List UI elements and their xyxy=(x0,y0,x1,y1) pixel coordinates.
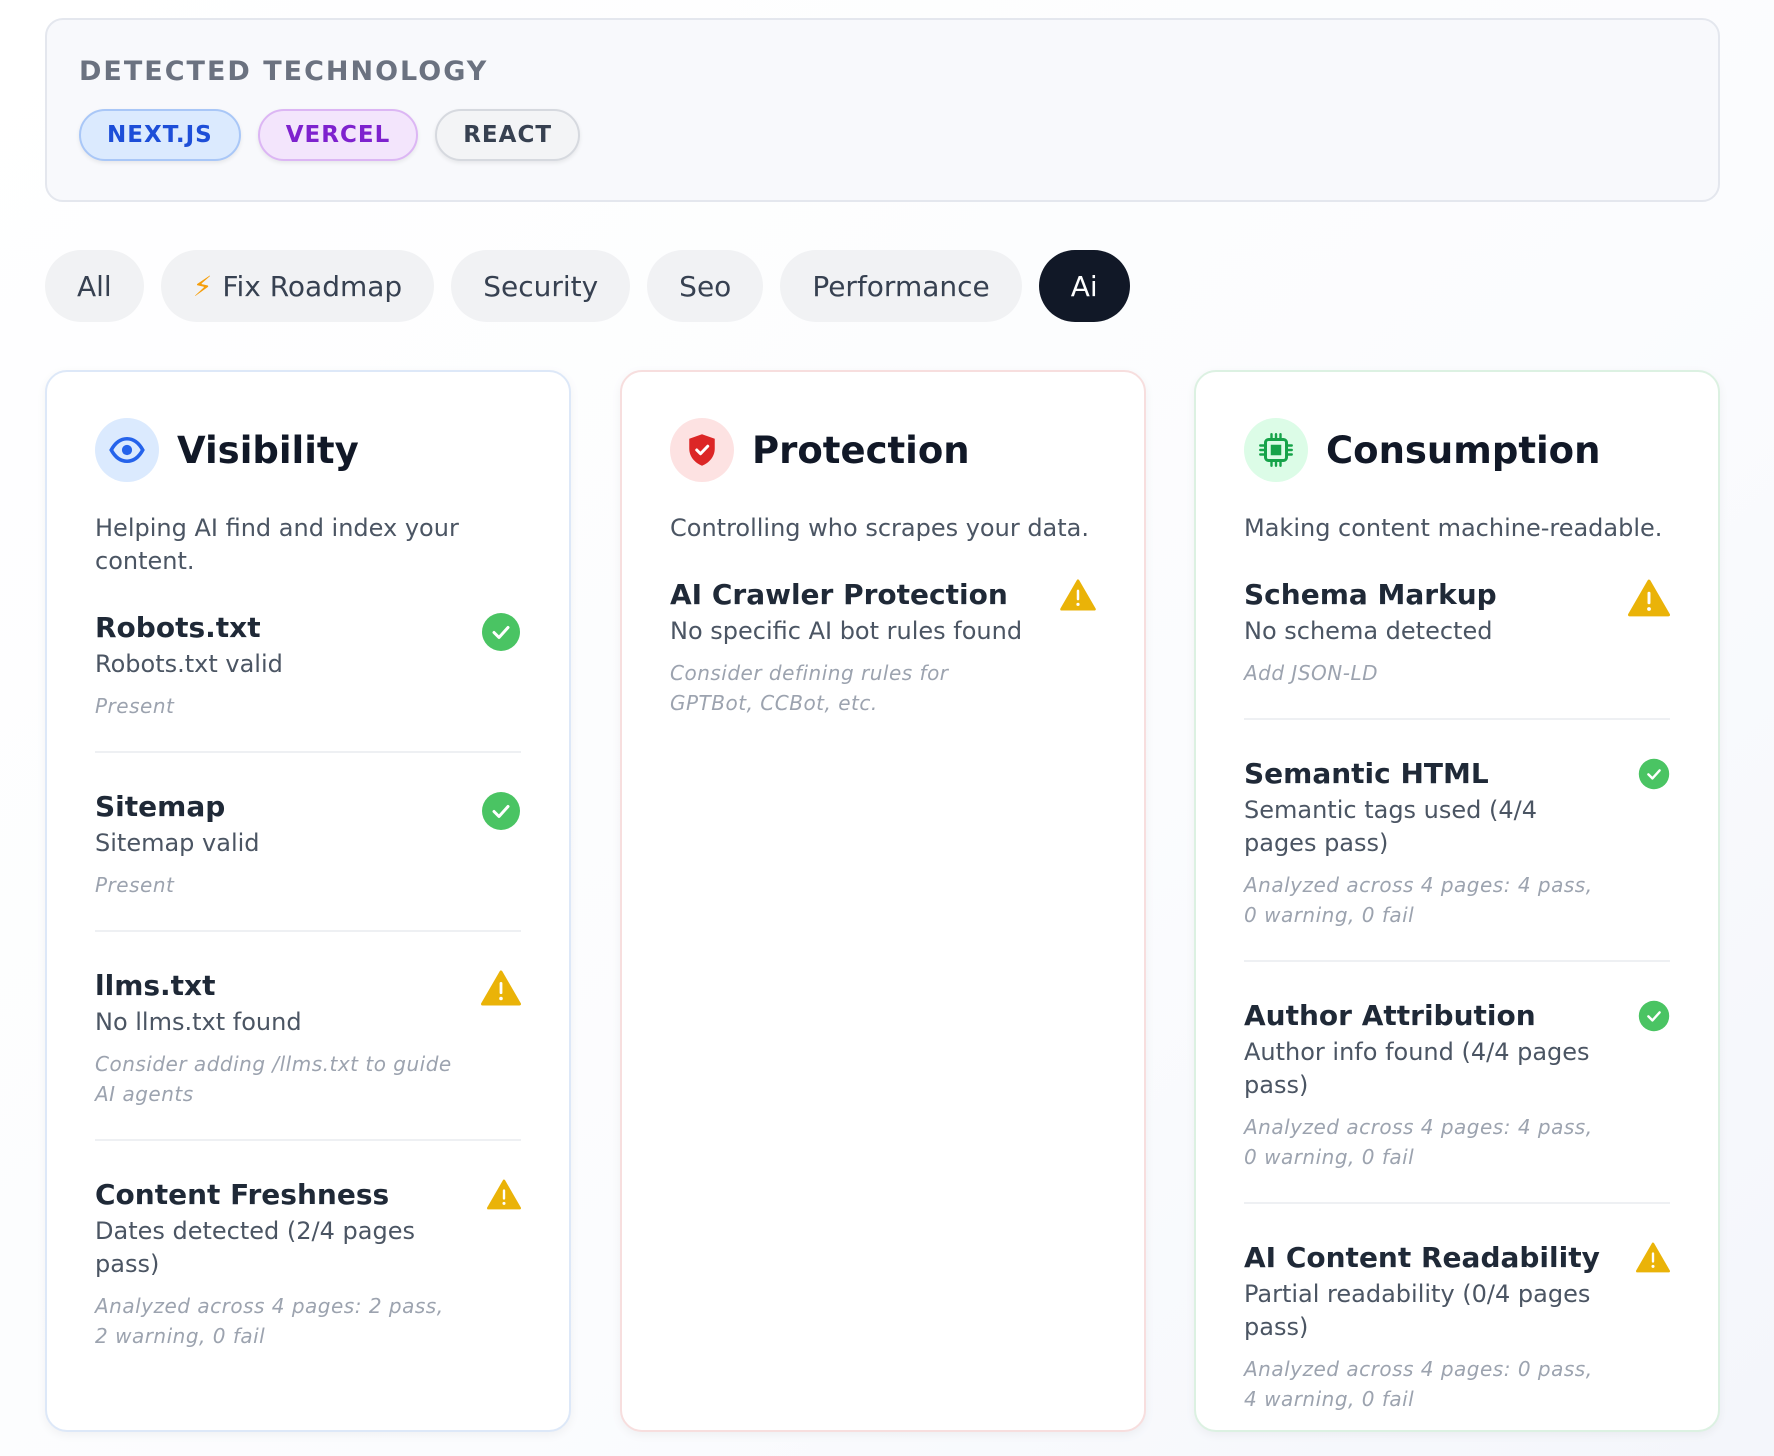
card-title: Protection xyxy=(752,428,970,472)
item-detail: Analyzed across 4 pages: 0 pass, 4 warni… xyxy=(1244,1357,1593,1411)
item-title: Semantic HTML xyxy=(1244,757,1489,790)
check-item-schema-markup: Schema Markup No schema detected Add JSO… xyxy=(1244,563,1670,720)
check-item-sitemap: Sitemap Sitemap valid Present xyxy=(95,753,521,932)
tab-performance[interactable]: Performance xyxy=(780,250,1022,322)
tab-seo[interactable]: Seo xyxy=(647,250,764,322)
warning-icon xyxy=(487,1179,521,1214)
item-title: llms.txt xyxy=(95,969,216,1002)
check-circle-icon xyxy=(481,612,521,656)
check-item-semantic-html: Semantic HTML Semantic tags used (4/4 pa… xyxy=(1244,720,1670,962)
warning-icon xyxy=(1060,579,1096,615)
warning-icon xyxy=(1628,579,1670,621)
item-detail: Consider defining rules for GPTBot, CCBo… xyxy=(670,661,949,715)
card-description: Controlling who scrapes your data. xyxy=(670,514,1090,542)
tab-fix-roadmap[interactable]: ⚡ Fix Roadmap xyxy=(160,250,435,322)
item-title: Robots.txt xyxy=(95,611,261,644)
item-status: Sitemap valid xyxy=(95,829,260,857)
item-status: Robots.txt valid xyxy=(95,650,283,678)
check-circle-icon xyxy=(1638,758,1670,794)
item-detail: Add JSON-LD xyxy=(1244,661,1378,685)
shield-icon xyxy=(670,418,734,482)
card-title: Visibility xyxy=(177,428,359,472)
item-title: Content Freshness xyxy=(95,1178,390,1211)
check-item-llms: llms.txt No llms.txt found Consider addi… xyxy=(95,932,521,1141)
card-header: Consumption xyxy=(1244,418,1670,482)
check-circle-icon xyxy=(1638,1000,1670,1036)
item-detail: Analyzed across 4 pages: 4 pass, 0 warni… xyxy=(1244,873,1593,927)
item-detail: Analyzed across 4 pages: 2 pass, 2 warni… xyxy=(95,1294,444,1348)
card-title: Consumption xyxy=(1326,428,1601,472)
warning-icon xyxy=(481,970,521,1010)
item-status: No specific AI bot rules found xyxy=(670,617,1023,645)
check-item-ai-content-readability: AI Content Readability Partial readabili… xyxy=(1244,1204,1670,1444)
category-tabs: All ⚡ Fix Roadmap Security Seo Performan… xyxy=(45,250,1130,322)
tech-badge-nextjs: NEXT.JS xyxy=(79,109,241,161)
check-circle-icon xyxy=(481,791,521,835)
item-status: No llms.txt found xyxy=(95,1008,302,1036)
consumption-card: Consumption Making content machine-reada… xyxy=(1194,370,1720,1432)
item-status: Partial readability (0/4 pages pass) xyxy=(1244,1280,1591,1341)
eye-icon xyxy=(95,418,159,482)
card-description: Helping AI find and index your content. xyxy=(95,514,459,575)
tab-all[interactable]: All xyxy=(45,250,144,322)
item-detail: Consider adding /llms.txt to guide AI ag… xyxy=(95,1052,452,1106)
protection-card: Protection Controlling who scrapes your … xyxy=(620,370,1146,1432)
item-title: AI Crawler Protection xyxy=(670,578,1008,611)
card-description: Making content machine-readable. xyxy=(1244,514,1663,542)
item-detail: Present xyxy=(95,694,175,718)
tech-title: DETECTED TECHNOLOGY xyxy=(79,56,489,87)
tab-ai[interactable]: Ai xyxy=(1038,250,1130,322)
item-status: No schema detected xyxy=(1244,617,1493,645)
check-item-robots: Robots.txt Robots.txt valid Present xyxy=(95,596,521,753)
item-title: Sitemap xyxy=(95,790,226,823)
card-header: Visibility xyxy=(95,418,521,482)
warning-icon xyxy=(1636,1242,1670,1277)
item-status: Author info found (4/4 pages pass) xyxy=(1244,1038,1590,1099)
check-item-ai-crawler-protection: AI Crawler Protection No specific AI bot… xyxy=(670,563,1096,748)
visibility-card: Visibility Helping AI find and index you… xyxy=(45,370,571,1432)
chip-icon xyxy=(1244,418,1308,482)
tab-security[interactable]: Security xyxy=(451,250,631,322)
check-item-author-attribution: Author Attribution Author info found (4/… xyxy=(1244,962,1670,1204)
tech-badges: NEXT.JS VERCEL REACT xyxy=(79,109,1686,161)
check-item-content-freshness: Content Freshness Dates detected (2/4 pa… xyxy=(95,1141,521,1381)
item-status: Dates detected (2/4 pages pass) xyxy=(95,1217,415,1278)
tech-badge-react: REACT xyxy=(435,109,581,161)
item-detail: Analyzed across 4 pages: 4 pass, 0 warni… xyxy=(1244,1115,1593,1169)
item-title: Author Attribution xyxy=(1244,999,1536,1032)
card-header: Protection xyxy=(670,418,1096,482)
item-title: AI Content Readability xyxy=(1244,1241,1600,1274)
item-status: Semantic tags used (4/4 pages pass) xyxy=(1244,796,1538,857)
lightning-icon: ⚡ xyxy=(192,269,213,303)
detected-technology-panel: DETECTED TECHNOLOGY NEXT.JS VERCEL REACT xyxy=(45,18,1720,202)
item-detail: Present xyxy=(95,873,175,897)
tech-badge-vercel: VERCEL xyxy=(257,109,419,161)
item-title: Schema Markup xyxy=(1244,578,1497,611)
